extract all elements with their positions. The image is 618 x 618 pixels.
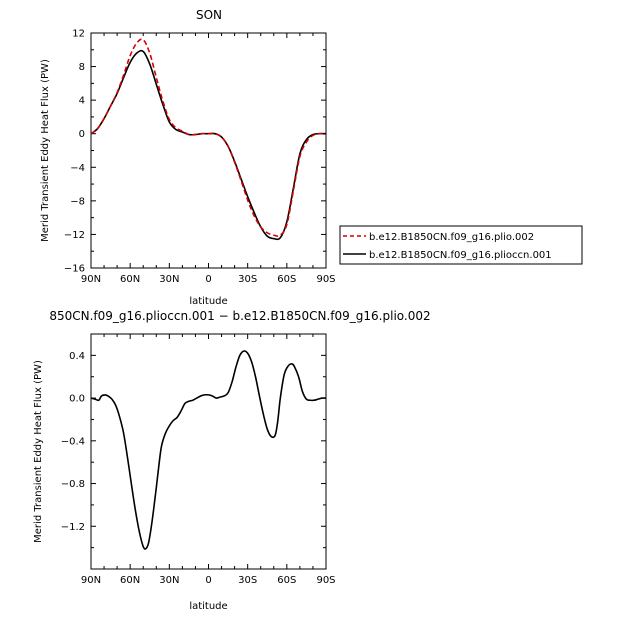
chart-top-x-axis-label: latitude: [189, 296, 227, 307]
chart-top-x-tick-label: 60S: [277, 274, 296, 285]
chart-bottom-x-tick-label: 60S: [277, 575, 296, 586]
chart-top-y-tick-label: 4: [79, 96, 85, 107]
chart-top-x-tick-label: 60N: [120, 274, 140, 285]
legend-box: [339, 225, 583, 265]
chart-bottom-y-tick-label: −1.2: [61, 522, 85, 533]
chart-top-ticks: 90N 60N 30N 0 30S 60S 90S 12 8 4 0 −4 −8 −12 −16: [64, 29, 336, 286]
chart-bottom-x-tick-label: 60N: [120, 575, 140, 586]
chart-top-y-tick-label: −12: [64, 230, 85, 241]
chart-bottom-ticks: 90N 60N 30N 0 30S 60S 90S 0.4 0.0 −0.4 −0.8 −1.2: [61, 333, 336, 586]
chart-top-series-line-2: [90, 49, 327, 241]
legend: b.e12.B1850CN.f09_g16.plio.002 b.e12.B18…: [339, 225, 583, 265]
chart-bottom-series-line-1: [90, 350, 327, 550]
chart-bottom-x-tick-label: 0: [205, 575, 211, 586]
chart-top-y-tick-label: 8: [79, 62, 85, 73]
chart-bottom-y-tick-label: −0.8: [61, 479, 85, 490]
chart-top-y-tick-label: −4: [70, 163, 85, 174]
chart-top: SON 90N 60N 30N 0 30S 60S 90S 12 8 4 0 −4 −8 −12 −16 M…: [40, 8, 336, 307]
chart-bottom-y-tick-label: −0.4: [61, 436, 85, 447]
chart-bottom-x-tick-label: 30N: [159, 575, 179, 586]
chart-bottom-y-tick-label: 0.4: [69, 351, 85, 362]
chart-top-y-tick-label: −16: [64, 264, 85, 275]
chart-top-x-tick-label: 30N: [159, 274, 179, 285]
chart-top-x-tick-label: 30S: [238, 274, 257, 285]
legend-label-plio-002: b.e12.B1850CN.f09_g16.plio.002: [369, 232, 534, 243]
chart-top-series: [90, 38, 327, 241]
chart-bottom-series: [90, 350, 327, 550]
chart-bottom-x-tick-label: 90S: [316, 575, 335, 586]
chart-bottom-x-tick-label: 90N: [81, 575, 101, 586]
chart-bottom-x-tick-label: 30S: [238, 575, 257, 586]
chart-bottom-title: 850CN.f09_g16.plioccn.001 − b.e12.B1850C…: [49, 309, 430, 323]
chart-top-y-axis-label: Merid Transient Eddy Heat Flux (PW): [40, 59, 51, 242]
chart-bottom-y-tick-label: 0.0: [69, 394, 85, 405]
chart-top-x-tick-label: 90S: [316, 274, 335, 285]
chart-top-series-line-1: [90, 38, 327, 237]
chart-top-x-tick-label: 90N: [81, 274, 101, 285]
chart-top-y-tick-label: 12: [72, 29, 85, 40]
chart-top-title: SON: [196, 8, 222, 22]
chart-bottom-y-axis-label: Merid Transient Eddy Heat Flux (PW): [33, 360, 44, 543]
chart-bottom: 850CN.f09_g16.plioccn.001 − b.e12.B1850C…: [33, 309, 431, 612]
chart-top-y-tick-label: −8: [70, 196, 85, 207]
legend-label-plioccn-001: b.e12.B1850CN.f09_g16.plioccn.001: [369, 250, 552, 261]
chart-bottom-x-axis-label: latitude: [189, 601, 227, 612]
chart-top-x-tick-label: 0: [205, 274, 211, 285]
chart-top-y-tick-label: 0: [79, 129, 85, 140]
